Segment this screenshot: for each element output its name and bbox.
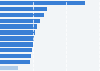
Bar	[0, 30, 35, 35]
Bar	[0, 13, 44, 17]
Bar	[0, 24, 37, 29]
Bar	[0, 7, 47, 11]
Bar	[0, 54, 31, 58]
Bar	[0, 48, 32, 52]
Bar	[0, 42, 33, 47]
Bar	[0, 66, 18, 70]
Bar	[0, 1, 85, 5]
Bar	[0, 60, 30, 64]
Bar	[0, 19, 40, 23]
Bar	[0, 36, 34, 41]
